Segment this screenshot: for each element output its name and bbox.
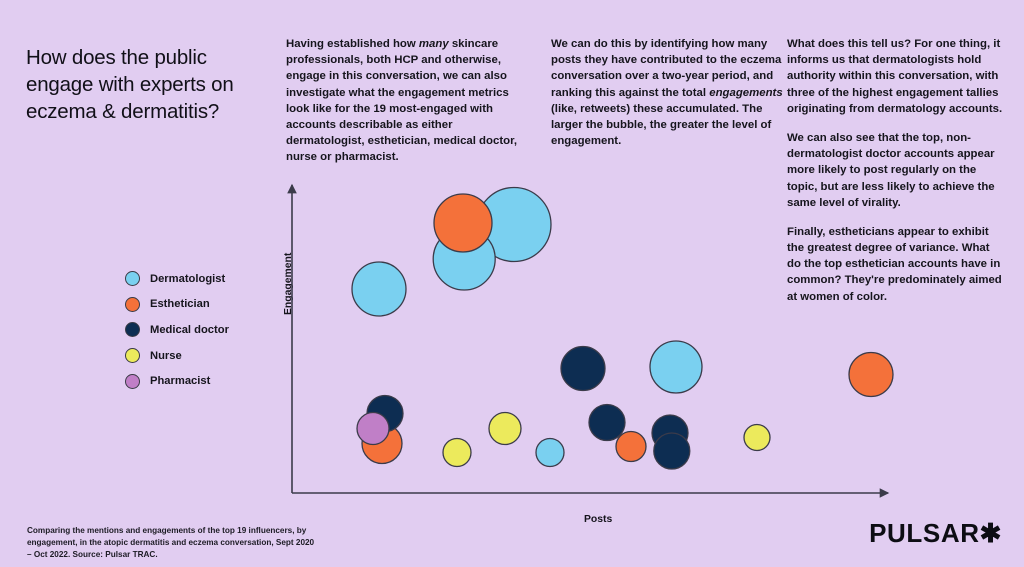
bubble-esth-4[interactable] — [848, 351, 894, 398]
source-footnote: Comparing the mentions and engagements o… — [27, 526, 315, 559]
bubble-derm-5[interactable] — [535, 437, 565, 468]
legend-swatch-icon — [125, 271, 140, 287]
body-column-1: Having established how many skincare pro… — [286, 36, 530, 166]
legend-item-label: Esthetician — [150, 298, 210, 311]
legend-swatch-icon — [125, 296, 140, 312]
bubble-md-5[interactable] — [653, 432, 691, 470]
body-column-2: We can do this by identifying how many p… — [551, 36, 783, 149]
legend-item-label: Medical doctor — [150, 323, 229, 336]
legend-swatch-icon — [125, 322, 140, 338]
legend-item-dermatologist[interactable]: Dermatologist — [125, 266, 270, 292]
paragraph: What does this tell us? For one thing, i… — [787, 38, 1003, 115]
bubble-esth-1[interactable] — [433, 193, 493, 253]
bubble-chart-canvas — [287, 183, 894, 498]
legend-item-medical-doctor[interactable]: Medical doctor — [125, 317, 270, 343]
legend-swatch-icon — [125, 373, 140, 389]
legend-item-label: Dermatologist — [150, 272, 226, 285]
body-column-3: What does this tell us? For one thing, i… — [787, 36, 1005, 305]
bubble-nurse-2[interactable] — [488, 411, 522, 446]
x-axis-label: Posts — [584, 514, 613, 525]
paragraph: We can also see that the top, non-dermat… — [787, 131, 995, 209]
bubble-md-2[interactable] — [560, 345, 606, 392]
paragraph: We can do this by identifying how many p… — [551, 38, 783, 148]
bubble-pharm-1[interactable] — [356, 411, 390, 446]
bubble-chart — [270, 175, 910, 515]
paragraph: Having established how many skincare pro… — [286, 38, 518, 164]
legend-item-label: Nurse — [150, 349, 182, 362]
paragraph: Finally, estheticians appear to exhibit … — [787, 225, 1002, 303]
legend-item-label: Pharmacist — [150, 375, 211, 388]
chart-legend: Dermatologist Esthetician Medical doctor Nu… — [125, 266, 270, 394]
legend-swatch-icon — [125, 348, 140, 364]
bubble-derm-1[interactable] — [351, 261, 407, 317]
bubble-esth-3[interactable] — [615, 430, 647, 463]
bubble-derm-4[interactable] — [649, 340, 703, 394]
bubble-nurse-1[interactable] — [442, 437, 472, 468]
bubble-nurse-3[interactable] — [743, 423, 771, 452]
bubble-md-3[interactable] — [588, 403, 626, 442]
legend-item-pharmacist[interactable]: Pharmacist — [125, 368, 270, 394]
legend-item-esthetician[interactable]: Esthetician — [125, 292, 270, 318]
legend-item-nurse[interactable]: Nurse — [125, 343, 270, 369]
pulsar-logo: PULSAR✱ — [869, 518, 1002, 548]
page-title: How does the public engage with experts … — [26, 45, 234, 124]
